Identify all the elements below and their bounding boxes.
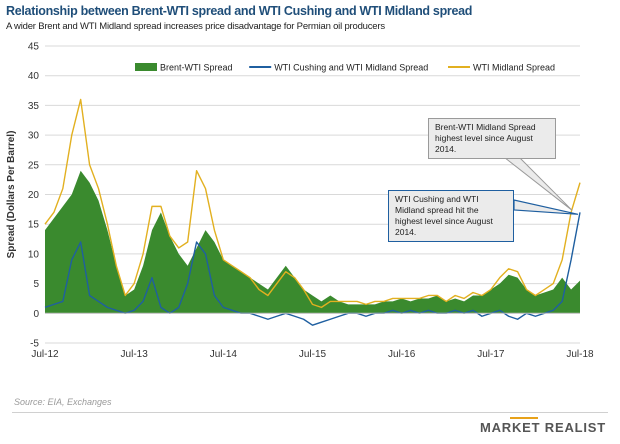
x-tick-label: Jul-16 [388, 349, 416, 360]
annotation-cushing-midland-high: WTI Cushing and WTI Midland spread hit t… [388, 190, 514, 243]
legend-swatch-brent-wti [135, 63, 157, 71]
spread-chart: -5 0 5 10 15 20 25 30 35 40 45 Jul-12 Jul-13 Jul-14 Ju… [6, 42, 594, 361]
series-brent-wti-area [45, 170, 580, 314]
y-tick-label: 15 [28, 220, 40, 231]
x-tick-label: Jul-15 [299, 349, 327, 360]
y-tick-label: 30 [28, 131, 40, 142]
legend-label: Brent-WTI Spread [160, 63, 233, 73]
x-tick-label: Jul-17 [477, 349, 505, 360]
axes: -5 0 5 10 15 20 25 30 35 40 45 Jul-12 Jul-13 Jul-14 Ju… [6, 42, 594, 361]
y-tick-label: 25 [28, 160, 40, 171]
y-axis-label: Spread (Dollars Per Barrel) [6, 131, 17, 259]
chart-subtitle: A wider Brent and WTI Midland spread inc… [6, 21, 385, 32]
annotation-midland-high: Brent-WTI Midland Spread highest level s… [428, 118, 556, 160]
y-tick-label: 10 [28, 249, 40, 260]
x-tick-label: Jul-12 [31, 349, 59, 360]
y-tick-label: 40 [28, 71, 40, 82]
source-note: Source: EIA, Exchanges [14, 397, 112, 407]
x-tick-label: Jul-14 [210, 349, 238, 360]
y-tick-label: 0 [33, 309, 39, 320]
series-midland-line [44, 98, 581, 309]
footer-divider [12, 412, 608, 413]
legend: Brent-WTI Spread WTI Cushing and WTI Midl… [135, 63, 555, 73]
annotation-pointer-cushing-midland [513, 199, 579, 215]
legend-label: WTI Cushing and WTI Midland Spread [274, 63, 428, 73]
y-tick-label: 35 [28, 101, 40, 112]
y-tick-label: -5 [30, 339, 39, 350]
x-tick-label: Jul-13 [121, 349, 149, 360]
y-tick-label: 5 [33, 279, 39, 290]
chart-title: Relationship between Brent-WTI spread an… [6, 4, 473, 18]
legend-label: WTI Midland Spread [473, 63, 555, 73]
y-tick-label: 20 [28, 190, 40, 201]
y-tick-label: 45 [28, 42, 40, 53]
x-tick-label: Jul-18 [566, 349, 594, 360]
brand-logo: MARKET REALIST [479, 420, 606, 435]
brand-accent-bar [510, 417, 538, 419]
